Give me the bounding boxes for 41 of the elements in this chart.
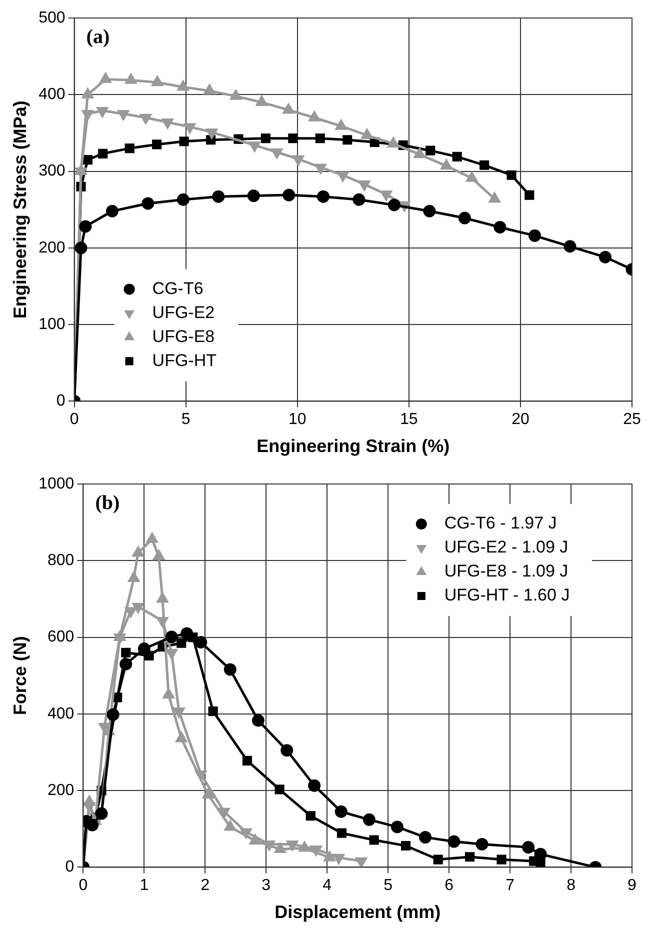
legend-label: UFG-E2 — [152, 302, 215, 322]
y-tick-label: 400 — [47, 705, 74, 722]
x-tick-label: 20 — [512, 411, 530, 428]
x-tick-label: 9 — [628, 877, 637, 894]
y-tick-label: 500 — [38, 9, 66, 26]
x-tick-label: 6 — [444, 877, 454, 894]
legend-label: UFG-HT - 1.60 J — [444, 586, 570, 605]
legend-label: UFG-E2 - 1.09 J — [444, 538, 568, 557]
y-tick-label: 0 — [56, 392, 66, 410]
x-tick-label: 25 — [623, 411, 641, 428]
x-tick-label: 8 — [566, 877, 576, 894]
y-tick-label: 800 — [47, 552, 74, 570]
y-tick-label: 0 — [65, 858, 74, 876]
y-axis-title: Force (N) — [10, 636, 30, 716]
x-tick-label: 7 — [506, 877, 515, 894]
x-tick-label: 4 — [322, 877, 332, 894]
x-tick-label: 3 — [262, 877, 271, 894]
y-axis-title: Engineering Stress (MPa) — [10, 100, 30, 319]
y-tick-label: 400 — [38, 86, 66, 104]
legend-label: UFG-HT — [152, 350, 217, 370]
x-tick-label: 1 — [140, 877, 149, 894]
legend-label: CG-T6 - 1.97 J — [444, 514, 557, 533]
legend-label: CG-T6 — [152, 278, 204, 298]
x-tick-label: 15 — [400, 411, 418, 428]
annotation: (a) — [86, 26, 110, 48]
x-tick-label: 5 — [384, 877, 393, 894]
y-tick-label: 200 — [47, 782, 74, 799]
x-axis-title: Displacement (mm) — [274, 902, 441, 922]
legend-label: UFG-E8 - 1.09 J — [444, 562, 568, 581]
y-tick-label: 100 — [38, 316, 66, 333]
x-tick-label: 5 — [181, 411, 190, 428]
annotation: (b) — [95, 492, 120, 514]
y-tick-label: 1000 — [38, 475, 74, 492]
x-axis-title: Engineering Strain (%) — [256, 436, 450, 456]
y-tick-label: 300 — [38, 162, 66, 180]
x-tick-label: 10 — [288, 411, 306, 428]
legend-label: UFG-E8 — [152, 326, 215, 346]
x-tick-label: 0 — [78, 877, 88, 894]
y-tick-label: 200 — [38, 239, 66, 256]
x-tick-label: 2 — [200, 877, 210, 894]
y-tick-label: 600 — [47, 628, 74, 646]
